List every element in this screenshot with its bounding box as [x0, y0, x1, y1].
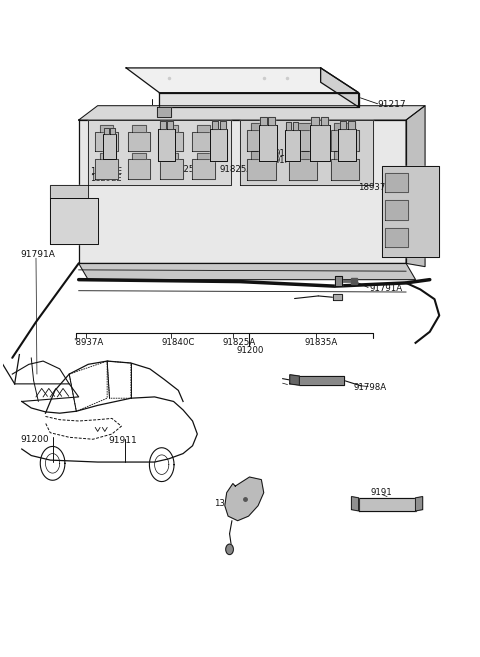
Polygon shape: [293, 123, 313, 131]
Polygon shape: [96, 132, 118, 151]
Polygon shape: [132, 152, 145, 159]
Text: 91835A: 91835A: [275, 148, 308, 158]
Polygon shape: [321, 68, 359, 107]
Polygon shape: [157, 107, 171, 117]
Polygon shape: [192, 132, 215, 151]
Polygon shape: [100, 125, 113, 132]
Polygon shape: [293, 122, 299, 130]
Polygon shape: [165, 125, 178, 132]
Polygon shape: [219, 121, 226, 129]
Polygon shape: [310, 125, 330, 161]
Polygon shape: [50, 185, 88, 198]
Text: 91791A: 91791A: [21, 250, 56, 260]
Polygon shape: [331, 131, 359, 151]
Polygon shape: [79, 263, 416, 280]
Polygon shape: [406, 106, 425, 267]
Text: 91825A: 91825A: [222, 338, 256, 348]
Polygon shape: [197, 152, 210, 159]
Polygon shape: [416, 497, 423, 511]
Polygon shape: [160, 132, 182, 151]
Polygon shape: [104, 128, 108, 135]
Polygon shape: [128, 159, 150, 179]
Polygon shape: [160, 159, 182, 179]
Text: 1129EE: 1129EE: [91, 173, 122, 183]
Text: 91217: 91217: [378, 100, 406, 109]
Polygon shape: [335, 123, 355, 131]
Polygon shape: [88, 120, 230, 185]
Polygon shape: [359, 498, 416, 511]
Polygon shape: [340, 121, 346, 129]
Polygon shape: [383, 166, 439, 257]
Text: 91825A: 91825A: [168, 165, 201, 174]
Polygon shape: [128, 132, 150, 151]
Polygon shape: [197, 125, 210, 132]
Polygon shape: [110, 128, 115, 135]
Polygon shape: [159, 93, 359, 107]
Polygon shape: [289, 131, 317, 151]
Polygon shape: [293, 151, 313, 159]
Text: 91200: 91200: [236, 346, 264, 355]
Polygon shape: [158, 129, 175, 161]
Polygon shape: [247, 159, 276, 180]
Polygon shape: [311, 117, 319, 125]
Text: 91791A: 91791A: [369, 284, 402, 292]
Polygon shape: [212, 121, 218, 129]
Polygon shape: [338, 129, 356, 161]
Polygon shape: [251, 123, 272, 131]
Polygon shape: [335, 151, 355, 159]
Text: 91835A: 91835A: [304, 338, 337, 348]
Polygon shape: [300, 376, 344, 385]
Polygon shape: [289, 159, 317, 180]
Polygon shape: [132, 125, 145, 132]
Polygon shape: [225, 477, 264, 521]
Polygon shape: [126, 68, 359, 93]
Polygon shape: [79, 106, 425, 120]
Text: 1129AE: 1129AE: [91, 167, 122, 176]
Text: 9191: 9191: [371, 488, 392, 497]
Polygon shape: [251, 151, 272, 159]
Polygon shape: [96, 159, 118, 179]
Polygon shape: [192, 159, 215, 179]
Polygon shape: [285, 130, 300, 161]
Polygon shape: [321, 117, 328, 125]
Polygon shape: [384, 227, 408, 247]
Circle shape: [226, 544, 233, 555]
Polygon shape: [210, 129, 227, 161]
Text: 91798A: 91798A: [354, 382, 387, 392]
Text: 91825A: 91825A: [219, 165, 253, 174]
Polygon shape: [50, 198, 97, 244]
Polygon shape: [335, 276, 342, 286]
Polygon shape: [103, 135, 116, 159]
Text: 91200: 91200: [21, 435, 49, 443]
Polygon shape: [286, 122, 291, 130]
Polygon shape: [247, 131, 276, 151]
Polygon shape: [168, 121, 173, 129]
Text: 91911: 91911: [108, 436, 137, 445]
Polygon shape: [331, 159, 359, 180]
Polygon shape: [384, 173, 408, 193]
Polygon shape: [259, 125, 276, 161]
Polygon shape: [159, 121, 166, 129]
Text: 1339CC: 1339CC: [214, 499, 248, 508]
Text: '8937A: '8937A: [73, 338, 103, 348]
Polygon shape: [333, 294, 342, 300]
Polygon shape: [240, 120, 373, 185]
Polygon shape: [351, 497, 359, 511]
Polygon shape: [384, 200, 408, 219]
Text: 91840C: 91840C: [162, 338, 195, 348]
Polygon shape: [79, 120, 406, 263]
Polygon shape: [290, 374, 300, 385]
Text: 18937A: 18937A: [358, 183, 391, 192]
Polygon shape: [260, 117, 266, 125]
Text: 91R35A: 91R35A: [275, 156, 307, 165]
Polygon shape: [268, 117, 275, 125]
Polygon shape: [165, 152, 178, 159]
Polygon shape: [348, 121, 355, 129]
Polygon shape: [100, 152, 113, 159]
